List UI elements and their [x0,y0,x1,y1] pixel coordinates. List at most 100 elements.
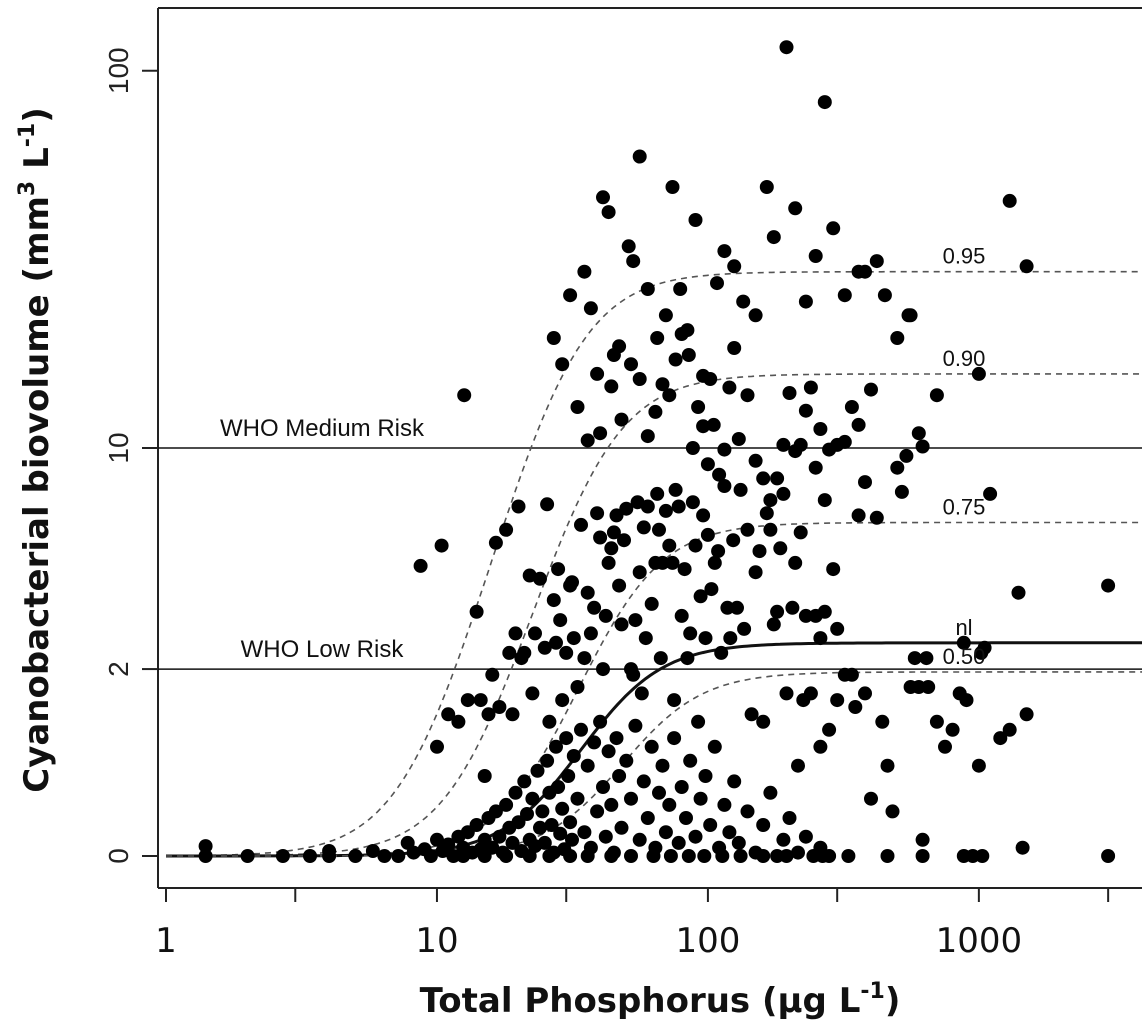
data-point [858,686,872,701]
data-point [733,849,748,863]
data-point [456,849,471,863]
data-point [460,693,475,708]
x-tick-label: 1 [155,921,177,961]
data-point [662,538,677,553]
data-point [841,849,856,863]
data-point [726,533,741,548]
x-tick-label: 100 [675,921,740,961]
data-point [875,714,890,729]
data-point [658,308,673,323]
data-point [570,791,585,806]
data-point [570,680,585,694]
data-point [555,357,570,372]
data-point [593,714,608,729]
data-point [815,849,830,863]
data-point [717,442,732,457]
data-point [717,797,732,812]
data-point [499,522,514,537]
data-point [830,621,845,636]
data-point [614,820,629,835]
data-point [748,565,763,580]
data-point [601,555,616,570]
data-point [580,433,595,448]
data-point [612,769,627,783]
data-point [785,600,800,615]
data-point [528,626,542,641]
data-point [640,429,655,444]
data-point [485,667,500,682]
data-point [525,686,540,701]
data-point [688,213,703,227]
data-point [434,538,449,553]
data-point [710,276,724,291]
data-point [488,535,503,550]
data-point [535,804,550,819]
data-point [698,631,713,646]
data-point [624,791,638,806]
data-point [817,493,832,508]
data-point [748,453,763,468]
y-axis-title: Cyanobacterial biovolume (mm3 L-1) [15,107,57,793]
data-point [446,849,461,863]
data-point [570,400,585,414]
data-point [740,388,755,403]
data-point [655,758,670,773]
data-point [759,180,774,194]
data-point [899,448,914,463]
data-point [697,849,712,863]
data-point [473,693,488,708]
data-point [788,555,803,570]
data-point [1002,193,1017,208]
data-point [606,525,621,540]
data-point [423,849,438,863]
reference-lines [158,447,1142,670]
data-point [348,849,363,863]
data-point [628,613,643,628]
data-point [650,331,665,345]
data-point [844,400,859,414]
data-point [798,608,813,623]
data-point [587,600,602,615]
data-point [612,578,627,593]
data-point [499,797,514,812]
data-point [877,288,892,303]
data-point [907,651,922,666]
data-point [593,426,608,441]
data-point [798,403,813,418]
data-point [715,849,730,863]
data-point [624,357,638,372]
data-point [667,731,682,746]
data-point [553,826,568,841]
data-point [604,379,619,394]
data-point [551,780,566,794]
data-point [668,352,683,367]
curve-0.95 [165,270,1142,857]
data-point [929,388,944,403]
data-point [691,714,706,729]
data-point [499,849,514,863]
data-point [559,645,574,660]
data-point [598,608,613,623]
data-point [837,288,852,303]
data-point [956,635,971,650]
data-point [744,707,759,722]
data-point [593,530,608,545]
data-point [938,739,952,754]
data-point [566,631,581,646]
data-point [679,811,693,825]
data-point [671,835,686,850]
y-tick-label: 2 [103,661,134,677]
data-point [723,631,738,646]
data-point [696,419,711,434]
data-point [756,849,771,863]
data-point [894,484,909,499]
curve-0.90 [166,373,1142,857]
data-point [580,758,595,773]
data-point [626,667,641,682]
data-point [477,849,492,863]
data-point [885,804,900,819]
data-point [681,849,696,863]
data-point [658,503,673,518]
data-point [693,791,708,806]
data-point [565,832,579,847]
